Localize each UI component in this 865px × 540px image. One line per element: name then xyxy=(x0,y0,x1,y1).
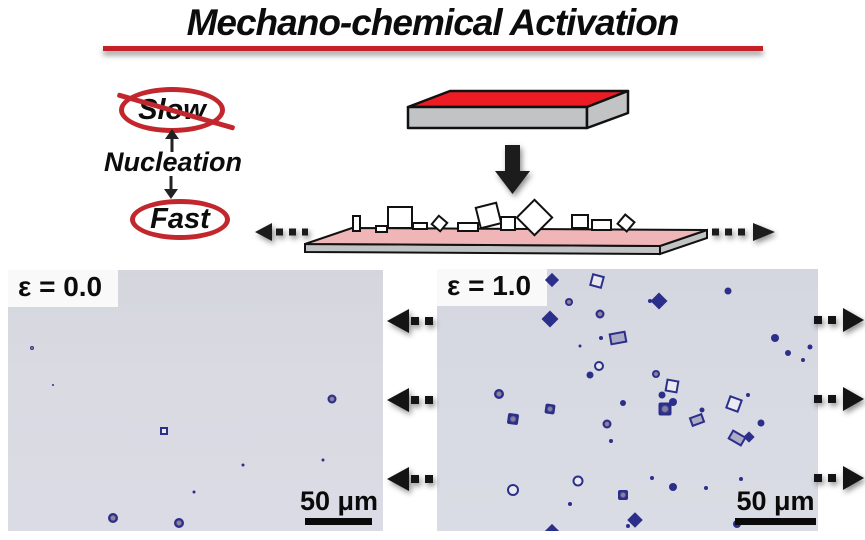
crystal xyxy=(565,298,573,306)
crystal xyxy=(30,346,34,350)
crystal xyxy=(572,475,584,487)
seed-crystal-icon xyxy=(616,213,636,233)
slow-oval: Slow xyxy=(116,87,236,133)
crystal xyxy=(608,330,628,346)
crystal xyxy=(688,412,706,428)
film-stretch-arrow-left-icon xyxy=(255,223,308,241)
crystal xyxy=(652,370,660,378)
stretch-arrow-left-icon xyxy=(387,309,438,333)
film-stretch-arrow-right-icon xyxy=(712,223,775,241)
arrow-up-icon xyxy=(165,129,179,152)
crystal xyxy=(578,344,582,348)
crystal xyxy=(321,458,325,462)
crystal xyxy=(699,407,705,413)
crystal xyxy=(648,299,652,303)
crystal xyxy=(757,419,765,427)
fast-oval: Fast xyxy=(130,199,230,240)
stretch-arrow-right-icon xyxy=(814,308,864,332)
crystal xyxy=(595,309,605,319)
crystal xyxy=(743,431,755,443)
crystal xyxy=(160,427,168,435)
crystal xyxy=(650,476,654,480)
crystal xyxy=(507,484,519,496)
arrow-down-icon xyxy=(164,176,178,199)
crystal xyxy=(785,350,791,356)
red-slab-icon xyxy=(406,89,630,130)
crystal xyxy=(506,412,520,426)
scale-bar-label: 50 μm xyxy=(299,486,378,516)
press-slab-graphic xyxy=(406,89,630,194)
crystal xyxy=(494,389,504,399)
crystal xyxy=(589,273,605,289)
crystal xyxy=(568,502,572,506)
scale-bar-label: 50 μm xyxy=(736,486,815,516)
crystal xyxy=(725,395,743,413)
seed-crystal-icon xyxy=(515,198,554,237)
strain-label: ε = 1.0 xyxy=(437,269,548,306)
crystal xyxy=(746,393,750,397)
seed-crystal-icon xyxy=(375,225,388,233)
crystal xyxy=(771,334,779,342)
crystal xyxy=(626,524,630,528)
crystal xyxy=(544,523,560,531)
seed-crystal-icon xyxy=(412,222,428,230)
crystal xyxy=(739,477,743,481)
nucleation-label: Nucleation xyxy=(103,147,243,177)
crystal xyxy=(327,394,337,404)
scale-bar xyxy=(735,518,816,525)
film-slab-icon xyxy=(304,226,708,256)
stretched-film-graphic xyxy=(255,198,775,256)
stretch-arrow-right-icon xyxy=(814,466,864,490)
scale-bar xyxy=(305,518,373,525)
scale-bar-group: 50 μm xyxy=(300,488,378,525)
crystal xyxy=(664,378,680,394)
crystal xyxy=(52,384,54,386)
crystal xyxy=(801,358,805,362)
seed-crystal-icon xyxy=(430,214,449,233)
stretch-arrow-right-icon xyxy=(814,387,864,411)
stretch-arrow-left-icon xyxy=(387,467,438,491)
crystal xyxy=(544,403,556,415)
press-down-arrow-icon xyxy=(495,145,530,194)
crystal xyxy=(704,486,708,490)
stretch-arrow-left-icon xyxy=(387,388,438,412)
crystal xyxy=(174,518,184,528)
micrograph-strain-1: ε = 1.0 50 μm xyxy=(437,269,818,531)
crystal xyxy=(594,361,604,371)
seed-crystal-icon xyxy=(352,215,361,232)
crystal xyxy=(620,400,626,406)
fast-label: Fast xyxy=(150,203,210,235)
crystal xyxy=(192,490,196,494)
title-underline xyxy=(103,46,763,51)
seed-crystal-icon xyxy=(387,206,413,229)
crystal xyxy=(541,310,559,328)
micrograph-strain-0: ε = 0.0 50 μm xyxy=(8,270,383,531)
crystal xyxy=(241,463,245,467)
film-crystals xyxy=(352,198,636,237)
crystal xyxy=(586,371,594,379)
crystal xyxy=(599,336,603,340)
strain-label: ε = 0.0 xyxy=(8,270,119,307)
crystal xyxy=(108,513,118,523)
figure-title: Mechano-chemical Activation xyxy=(186,2,680,43)
crystal xyxy=(669,483,677,491)
seed-crystal-icon xyxy=(591,219,612,231)
crystal xyxy=(807,344,813,350)
crystal xyxy=(609,439,613,443)
crystal xyxy=(669,398,677,406)
crystal xyxy=(618,490,628,500)
crystal xyxy=(602,419,612,429)
crystal xyxy=(724,287,732,295)
seed-crystal-icon xyxy=(474,201,503,230)
seed-crystal-icon xyxy=(571,214,589,229)
crystal xyxy=(658,402,672,416)
seed-crystal-icon xyxy=(500,216,516,231)
seed-crystal-icon xyxy=(457,222,479,232)
crystal xyxy=(650,292,668,310)
scale-bar-group: 50 μm xyxy=(735,488,816,525)
crystal xyxy=(658,391,666,399)
